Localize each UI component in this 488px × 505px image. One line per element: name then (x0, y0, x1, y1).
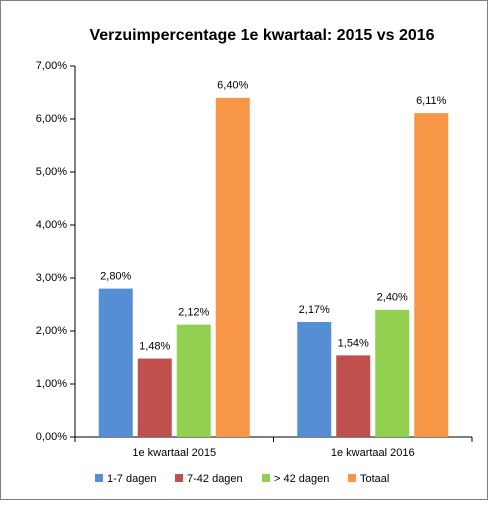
value-label: 6,11% (416, 95, 447, 107)
legend-label: > 42 dagen (274, 473, 329, 485)
value-label: 1,48% (139, 340, 170, 352)
value-label: 2,40% (377, 292, 408, 304)
y-tick-label: 3,00% (36, 272, 67, 284)
value-label: 2,80% (100, 271, 131, 283)
value-label: 1,54% (338, 337, 369, 349)
bar (375, 309, 410, 437)
y-tick-label: 2,00% (36, 325, 67, 337)
value-label: 2,17% (299, 304, 330, 316)
value-label: 2,12% (178, 307, 209, 319)
y-tick-label: 7,00% (36, 60, 67, 72)
x-tick-label: 1e kwartaal 2016 (331, 447, 415, 459)
y-tick-label: 4,00% (36, 219, 67, 231)
legend-label: 7-42 dagen (187, 473, 243, 485)
legend-swatch (262, 474, 270, 482)
y-tick-label: 1,00% (36, 378, 67, 390)
bar (414, 113, 449, 438)
x-tick-label: 1e kwartaal 2015 (132, 447, 216, 459)
bar (215, 97, 250, 438)
bar (137, 358, 172, 437)
bar (297, 321, 332, 437)
y-tick-label: 0,00% (36, 431, 67, 443)
y-tick-label: 5,00% (36, 166, 67, 178)
legend-swatch (95, 474, 103, 482)
legend-label: Totaal (360, 473, 389, 485)
bar (98, 288, 133, 437)
legend-swatch (348, 474, 356, 482)
legend-swatch (175, 474, 183, 482)
value-label: 6,40% (217, 80, 248, 92)
y-tick-label: 6,00% (36, 113, 67, 125)
chart-title: Verzuimpercentage 1e kwartaal: 2015 vs 2… (89, 27, 434, 44)
bar (336, 355, 371, 437)
bar (176, 324, 211, 437)
legend-label: 1-7 dagen (107, 473, 157, 485)
